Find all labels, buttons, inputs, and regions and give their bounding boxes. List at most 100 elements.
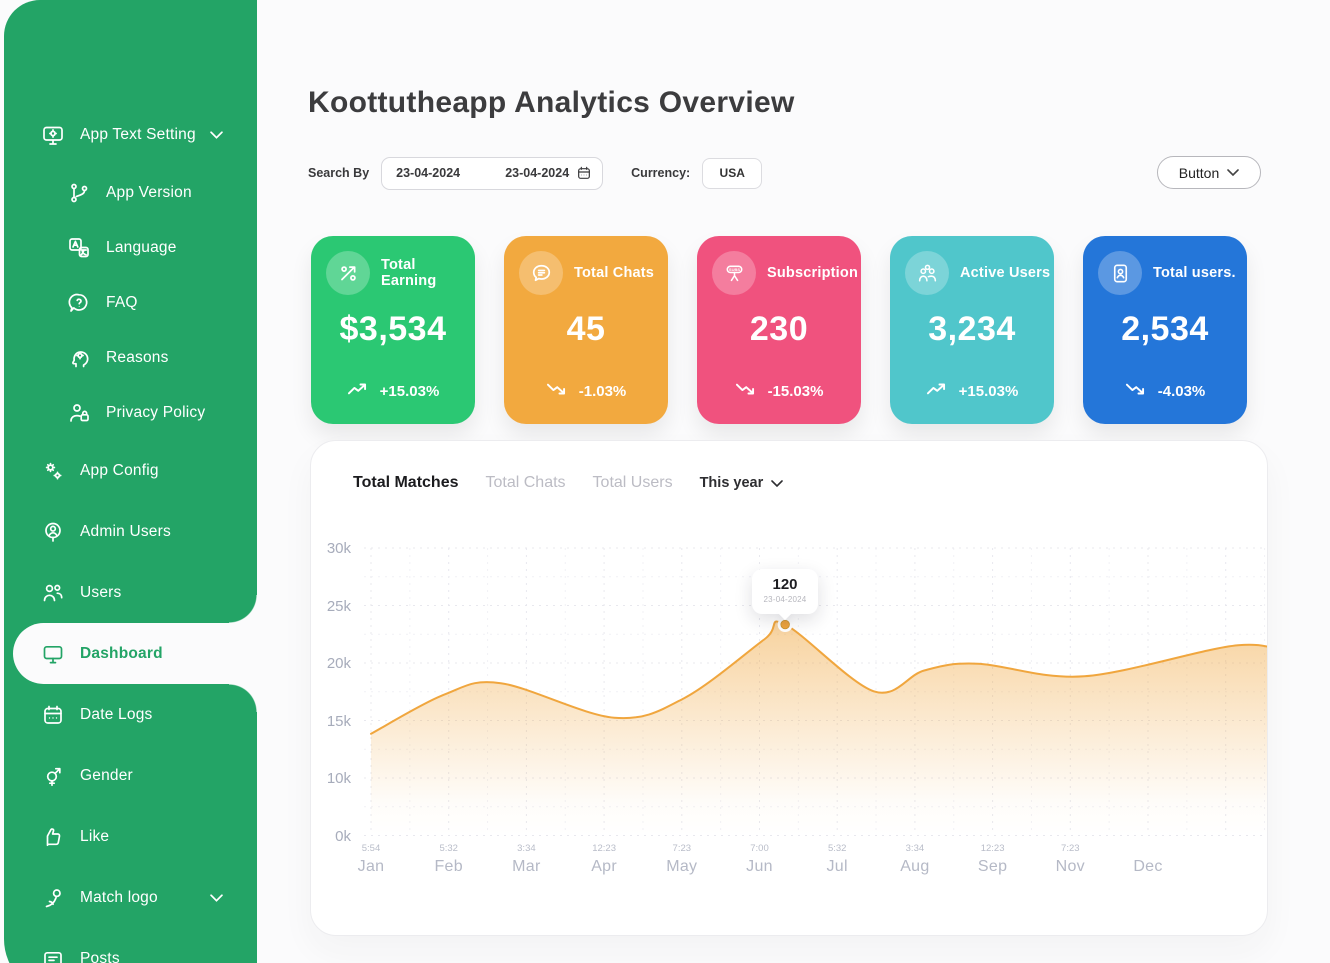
stat-card-total-earning[interactable]: Total Earning $3,534 +15.03% (311, 236, 475, 424)
sidebar-item-date-logs[interactable]: Date Logs (4, 684, 257, 745)
x-axis-time-label: 3:34 (517, 843, 536, 854)
x-axis-time-label: 3:34 (905, 843, 925, 854)
sidebar-item-gender[interactable]: Gender (4, 745, 257, 806)
sidebar-item-users[interactable]: Users (4, 562, 257, 623)
y-axis-label: 15k (326, 712, 351, 730)
x-axis-time-label: 5:54 (361, 843, 381, 854)
post-icon (40, 946, 65, 963)
tooltip-value: 120 (772, 576, 798, 593)
chevron-down-icon (1227, 169, 1240, 176)
stat-card-trend: -4.03% (1083, 382, 1247, 400)
stat-card-value: 45 (566, 310, 606, 348)
x-axis-month-label: May (666, 858, 698, 875)
sidebar-item-app-config[interactable]: App Config (4, 440, 257, 501)
period-select-value: This year (699, 475, 764, 491)
gears-icon (40, 458, 65, 483)
trend-value: +15.03% (958, 382, 1019, 400)
tooltip-date: 23-04-2024 (763, 595, 807, 604)
sidebar-item-dashboard[interactable]: Dashboard (13, 595, 257, 712)
sidebar: App Text Setting App Version Language FAQ Re… (4, 0, 257, 963)
subs-sign-icon: SUBS (712, 251, 756, 295)
trend-down-icon (1125, 382, 1150, 400)
x-axis-time-label: 5:32 (439, 843, 458, 854)
x-axis-month-label: Jun (746, 858, 773, 875)
sidebar-item-posts[interactable]: Posts (4, 928, 257, 963)
sidebar-item-label: Like (80, 827, 110, 845)
stat-card-label: Total Earning (381, 257, 437, 289)
faq-icon (66, 290, 91, 315)
chart-tooltip: 120 23-04-2024 (752, 569, 818, 614)
chart-tab-total-users[interactable]: Total Users (592, 474, 673, 491)
stat-card-trend: -15.03% (697, 382, 861, 400)
stat-card-value: 230 (749, 310, 809, 348)
chevron-down-icon (771, 479, 784, 487)
x-axis-time-label: 12:23 (980, 843, 1005, 854)
period-select[interactable]: This year (700, 475, 784, 491)
trend-value: -1.03% (578, 382, 627, 400)
stat-card-total-users[interactable]: Total users. 2,534 -4.03% (1083, 236, 1247, 424)
sidebar-item-label: Users (80, 583, 122, 601)
sidebar-item-faq[interactable]: FAQ (4, 275, 257, 330)
stat-card-active-users[interactable]: Active Users 3,234 +15.03% (890, 236, 1054, 424)
svg-text:SUBS: SUBS (728, 266, 739, 271)
x-axis-time-label: 7:00 (750, 843, 769, 854)
users-group-icon (905, 251, 949, 295)
x-axis-time-label: 12:23 (592, 843, 616, 854)
sidebar-item-match-logo[interactable]: Match logo (4, 867, 257, 928)
sidebar-item-label: Reasons (106, 348, 169, 366)
chart-tab-total-matches[interactable]: Total Matches (353, 474, 459, 491)
gender-icon (40, 763, 65, 788)
sidebar-item-label: Dashboard (80, 644, 163, 662)
area-fill (371, 621, 1267, 835)
x-axis-month-label: Jul (826, 858, 848, 875)
trend-value: -15.03% (767, 382, 824, 400)
trend-value: +15.03% (379, 382, 440, 400)
date-from-value[interactable]: 23-04-2024 (396, 166, 461, 180)
sidebar-item-label: Date Logs (80, 705, 153, 723)
analytics-chart-card: Total Matches Total Chats Total Users This … (310, 440, 1268, 936)
search-by-label: Search By (308, 166, 370, 180)
sidebar-item-admin-users[interactable]: Admin Users (4, 501, 257, 562)
sidebar-item-label: Match logo (80, 888, 158, 906)
stat-card-trend: -1.03% (504, 382, 668, 400)
percent-trend-icon (326, 251, 370, 295)
sidebar-item-language[interactable]: Language (4, 220, 257, 275)
header-button[interactable]: Button (1157, 156, 1261, 189)
stat-card-label: Subscription (767, 265, 859, 281)
y-axis-label: 20k (326, 655, 351, 672)
chevron-down-icon (210, 130, 223, 139)
currency-select[interactable]: USA (702, 157, 763, 189)
sidebar-item-reasons[interactable]: Reasons (4, 330, 257, 385)
monitor-icon (40, 641, 65, 666)
sidebar-item-app-text-setting[interactable]: App Text Setting (4, 104, 257, 165)
sidebar-item-label: Posts (80, 949, 120, 963)
chart-tabs: Total Matches Total Chats Total Users This … (353, 474, 784, 492)
trend-up-icon (347, 382, 372, 400)
person-lock-icon (66, 400, 91, 425)
chart-tab-total-chats[interactable]: Total Chats (485, 474, 566, 491)
filter-row: Search By 23-04-2024 23-04-2024 Currency… (308, 156, 763, 190)
y-axis-label: 30k (326, 540, 351, 557)
sidebar-item-label: App Text Setting (80, 125, 196, 143)
sidebar-item-label: FAQ (106, 293, 138, 311)
stat-card-subscription[interactable]: SUBS Subscription 230 -15.03% (697, 236, 861, 424)
admin-user-icon (40, 519, 65, 544)
calendar-icon (40, 702, 65, 727)
sidebar-item-privacy-policy[interactable]: Privacy Policy (4, 385, 257, 440)
tooltip-point (780, 619, 790, 630)
page-title: Koottutheapp Analytics Overview (308, 86, 795, 119)
chevron-down-icon (210, 893, 223, 902)
currency-label: Currency: (631, 166, 691, 180)
y-axis-label: 10k (326, 770, 351, 787)
y-axis-label: 0k (335, 827, 351, 845)
stat-card-total-chats[interactable]: Total Chats 45 -1.03% (504, 236, 668, 424)
stat-card-label: Total users. (1153, 265, 1236, 281)
calendar-icon[interactable] (576, 165, 592, 181)
users-icon (40, 580, 65, 605)
date-to-value[interactable]: 23-04-2024 (505, 166, 570, 180)
trend-down-icon (735, 382, 760, 400)
sidebar-item-like[interactable]: Like (4, 806, 257, 867)
date-range-input[interactable]: 23-04-2024 23-04-2024 (381, 156, 604, 190)
sidebar-item-label: Language (106, 238, 177, 256)
sidebar-item-app-version[interactable]: App Version (4, 165, 257, 220)
